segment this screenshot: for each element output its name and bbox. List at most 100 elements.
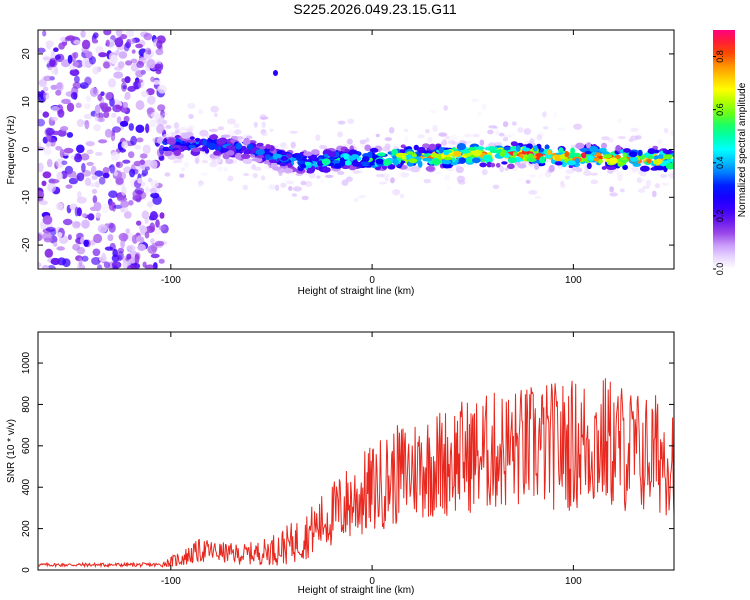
heatmap-cell bbox=[282, 142, 287, 146]
heatmap-cell bbox=[521, 147, 531, 152]
heatmap-cell bbox=[375, 158, 384, 165]
heatmap-cell bbox=[617, 118, 622, 124]
spectrogram-ylabel: Frequency (Hz) bbox=[6, 116, 17, 185]
heatmap-cell bbox=[410, 166, 421, 173]
heatmap-cell bbox=[55, 158, 65, 168]
heatmap-cell bbox=[256, 155, 265, 159]
heatmap-cell bbox=[254, 166, 262, 171]
heatmap-cell bbox=[337, 170, 345, 175]
heatmap-cell bbox=[523, 128, 532, 135]
heatmap-cell bbox=[637, 188, 646, 193]
heatmap-cell bbox=[260, 116, 269, 120]
heatmap-cell bbox=[120, 239, 125, 249]
heatmap-cell bbox=[156, 123, 165, 134]
heatmap-cell bbox=[291, 193, 298, 197]
heatmap-cell bbox=[66, 132, 74, 138]
heatmap-cell bbox=[83, 113, 93, 120]
heatmap-cell bbox=[91, 257, 101, 265]
heatmap-cell bbox=[589, 145, 599, 153]
heatmap-cell bbox=[242, 158, 253, 165]
heatmap-cell bbox=[199, 129, 209, 137]
heatmap-cell bbox=[183, 161, 190, 168]
heatmap-cell bbox=[216, 166, 224, 172]
heatmap-cell bbox=[515, 145, 521, 152]
heatmap-cell bbox=[122, 101, 128, 109]
heatmap-cell bbox=[65, 184, 73, 189]
heatmap-cell bbox=[65, 35, 76, 41]
heatmap-cell bbox=[584, 150, 592, 155]
heatmap-cell bbox=[375, 133, 380, 138]
heatmap-cell bbox=[84, 119, 90, 130]
heatmap-cell bbox=[122, 159, 131, 164]
heatmap-cell bbox=[92, 66, 100, 75]
y-tick-label: 400 bbox=[21, 478, 32, 495]
heatmap-cell bbox=[149, 211, 158, 221]
heatmap-cell bbox=[174, 130, 180, 134]
heatmap-cell bbox=[135, 124, 145, 133]
heatmap-cell bbox=[164, 172, 171, 177]
heatmap-cell bbox=[348, 155, 357, 161]
heatmap-cell bbox=[246, 144, 254, 150]
heatmap-cell bbox=[85, 95, 92, 103]
heatmap-cell bbox=[565, 175, 570, 180]
heatmap-cell bbox=[365, 137, 370, 143]
x-tick-label: 100 bbox=[565, 576, 582, 587]
heatmap-cell bbox=[390, 177, 395, 184]
heatmap-cell bbox=[444, 174, 450, 181]
heatmap-cell bbox=[252, 172, 258, 179]
heatmap-cell bbox=[441, 159, 451, 165]
heatmap-cell bbox=[292, 186, 302, 192]
y-tick-label: 0 bbox=[21, 567, 32, 573]
heatmap-cell bbox=[525, 179, 531, 184]
heatmap-cell bbox=[50, 84, 58, 90]
heatmap-cell bbox=[117, 196, 128, 202]
heatmap-cell bbox=[575, 167, 583, 173]
heatmap-cell bbox=[635, 135, 642, 140]
colorbar: 0.0 0.2 0.4 0.6 0.8 Normalized spectral ampl… bbox=[713, 30, 748, 275]
heatmap-cell bbox=[503, 134, 512, 138]
x-tick-label: -100 bbox=[161, 275, 181, 286]
figure-title: S225.2026.049.23.15.G11 bbox=[293, 1, 457, 17]
heatmap-cell bbox=[149, 222, 156, 233]
heatmap-cell bbox=[50, 105, 61, 112]
heatmap-cell bbox=[398, 171, 406, 177]
heatmap-cell bbox=[388, 127, 395, 134]
heatmap-cell bbox=[501, 161, 508, 165]
heatmap-cell bbox=[59, 148, 65, 158]
heatmap-cell bbox=[123, 115, 130, 123]
heatmap-cell bbox=[76, 246, 86, 255]
y-tick-label: -20 bbox=[21, 237, 32, 252]
heatmap-cell bbox=[328, 151, 337, 158]
heatmap-cell bbox=[444, 135, 451, 140]
heatmap-cell bbox=[268, 184, 276, 191]
heatmap-cell bbox=[360, 161, 371, 165]
heatmap-cell bbox=[448, 139, 456, 145]
heatmap-cell bbox=[392, 189, 401, 196]
heatmap-cell bbox=[124, 91, 131, 100]
heatmap-cell bbox=[75, 102, 82, 109]
spectrogram-xlabel: Height of straight line (km) bbox=[298, 286, 415, 297]
heatmap-cell bbox=[109, 164, 116, 174]
heatmap-cell bbox=[81, 255, 89, 262]
heatmap-cell bbox=[337, 131, 343, 138]
heatmap-cell bbox=[91, 175, 98, 180]
heatmap-cell bbox=[143, 159, 154, 168]
heatmap-cell bbox=[60, 126, 69, 132]
heatmap-cell bbox=[173, 122, 180, 129]
heatmap-cell bbox=[92, 248, 101, 257]
heatmap-cell bbox=[507, 163, 515, 170]
heatmap-cell bbox=[103, 61, 110, 69]
heatmap-cell bbox=[542, 126, 549, 130]
heatmap-cell bbox=[45, 127, 55, 136]
heatmap-cell bbox=[295, 154, 303, 162]
heatmap-cell bbox=[411, 153, 417, 158]
heatmap-cell bbox=[150, 111, 160, 119]
colorbar-tick-label: 0.4 bbox=[715, 157, 725, 170]
heatmap-cell bbox=[446, 185, 452, 191]
y-tick-label: 200 bbox=[21, 520, 32, 537]
heatmap-cell bbox=[560, 180, 565, 186]
heatmap-cell bbox=[81, 213, 88, 218]
heatmap-cell bbox=[38, 118, 46, 127]
